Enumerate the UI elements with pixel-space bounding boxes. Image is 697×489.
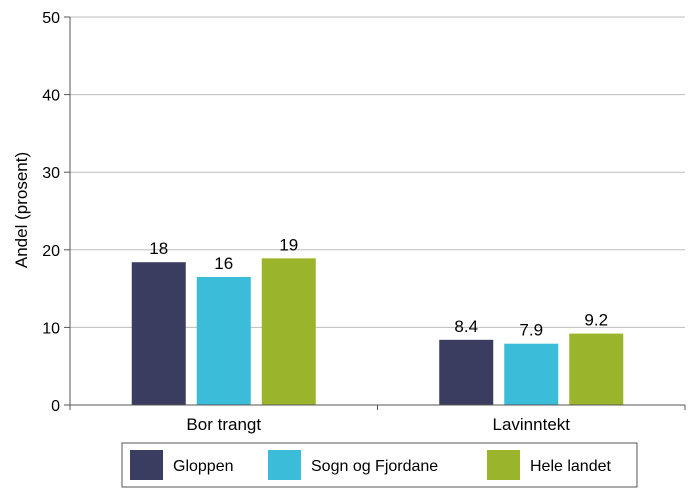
legend-box <box>121 442 638 488</box>
legend-swatch <box>268 450 301 480</box>
y-tick-label: 0 <box>51 398 60 415</box>
data-label: 7.9 <box>519 321 543 340</box>
legend-label: Sogn og Fjordane <box>311 458 438 475</box>
data-label: 19 <box>279 235 298 254</box>
bar <box>504 343 559 405</box>
gridlines <box>70 16 685 328</box>
data-label: 9.2 <box>584 311 608 330</box>
data-label: 8.4 <box>454 317 478 336</box>
x-tick-label: Bor trangt <box>186 415 261 434</box>
x-tick-label: Lavinntekt <box>493 415 571 434</box>
bar <box>569 333 624 405</box>
legend-label: Gloppen <box>173 458 234 475</box>
bars: 18 16 19 8.4 7.9 9.2 <box>131 235 624 405</box>
bar <box>196 276 251 405</box>
y-tick-label: 20 <box>42 243 60 260</box>
y-tick-label: 40 <box>42 88 60 105</box>
data-label: 18 <box>149 239 168 258</box>
bar <box>261 258 316 405</box>
y-tick-label: 10 <box>42 320 60 337</box>
legend: Gloppen Sogn og Fjordane Hele landet <box>121 442 638 488</box>
x-axis: Bor trangt Lavinntekt <box>69 404 686 434</box>
legend-swatch <box>487 450 520 480</box>
bar <box>131 262 186 405</box>
legend-label: Hele landet <box>530 458 612 475</box>
legend-swatch <box>130 450 163 480</box>
y-axis-label: Andel (prosent) <box>12 152 31 268</box>
data-label: 16 <box>214 254 233 273</box>
y-tick-label: 50 <box>42 10 60 27</box>
y-tick-label: 30 <box>42 165 60 182</box>
bar <box>439 339 494 405</box>
y-axis: 0 10 20 30 40 50 <box>42 10 71 415</box>
